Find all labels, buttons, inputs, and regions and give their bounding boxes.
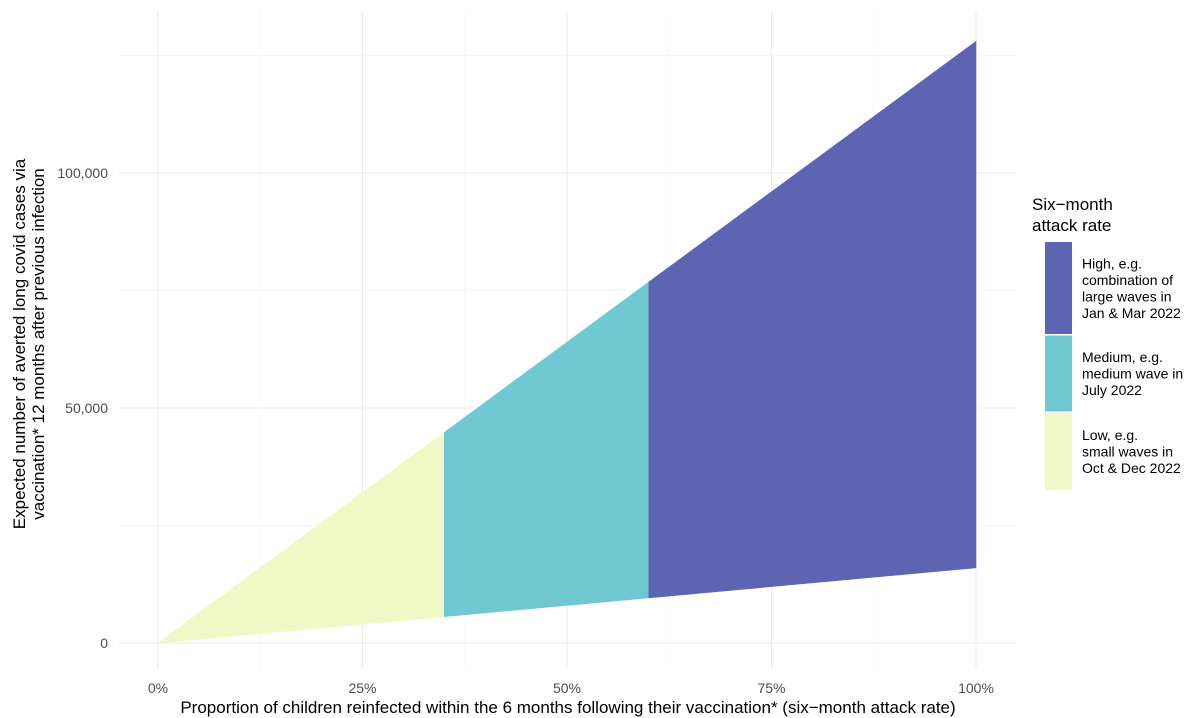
y-tick-label: 0 xyxy=(100,635,108,651)
x-axis-title: Proportion of children reinfected within… xyxy=(180,698,955,717)
legend-key-1 xyxy=(1045,413,1072,490)
legend-label: High, e.g. xyxy=(1082,255,1142,271)
legend-label: large waves in xyxy=(1082,288,1172,304)
y-axis-ticks: 0 50,000 100,000 xyxy=(57,165,108,651)
legend-label: July 2022 xyxy=(1082,382,1142,398)
legend-label: Jan & Mar 2022 xyxy=(1082,305,1181,321)
legend-key-3 xyxy=(1045,242,1072,334)
legend-label: Medium, e.g. xyxy=(1082,349,1163,365)
legend: Six−month attack rate High, e.g.combinat… xyxy=(1032,195,1183,490)
y-tick-label: 100,000 xyxy=(57,165,108,181)
x-tick-label: 0% xyxy=(148,680,168,696)
plot-areas xyxy=(156,40,977,644)
x-tick-label: 50% xyxy=(553,680,581,696)
legend-label: Low, e.g. xyxy=(1082,427,1138,443)
legend-label: small waves in xyxy=(1082,444,1173,460)
legend-label: combination of xyxy=(1082,272,1173,288)
x-tick-label: 100% xyxy=(958,680,994,696)
legend-title-line-1: Six−month xyxy=(1032,195,1113,214)
y-axis-title-line-2: vaccination* 12 months after previous in… xyxy=(29,168,48,520)
x-tick-label: 25% xyxy=(348,680,376,696)
area-band-2 xyxy=(443,281,650,618)
legend-label: medium wave in xyxy=(1082,366,1183,382)
y-axis-title: Expected number of averted long covid ca… xyxy=(10,158,48,529)
area-band-1 xyxy=(156,431,445,644)
legend-key-2 xyxy=(1045,335,1072,412)
legend-label: Oct & Dec 2022 xyxy=(1082,460,1181,476)
y-tick-label: 50,000 xyxy=(65,400,108,416)
y-axis-title-line-1: Expected number of averted long covid ca… xyxy=(10,158,29,529)
area-band-3 xyxy=(648,40,977,599)
legend-title-line-2: attack rate xyxy=(1032,216,1111,235)
x-axis-ticks: 0% 25% 50% 75% 100% xyxy=(148,680,994,696)
x-tick-label: 75% xyxy=(757,680,785,696)
